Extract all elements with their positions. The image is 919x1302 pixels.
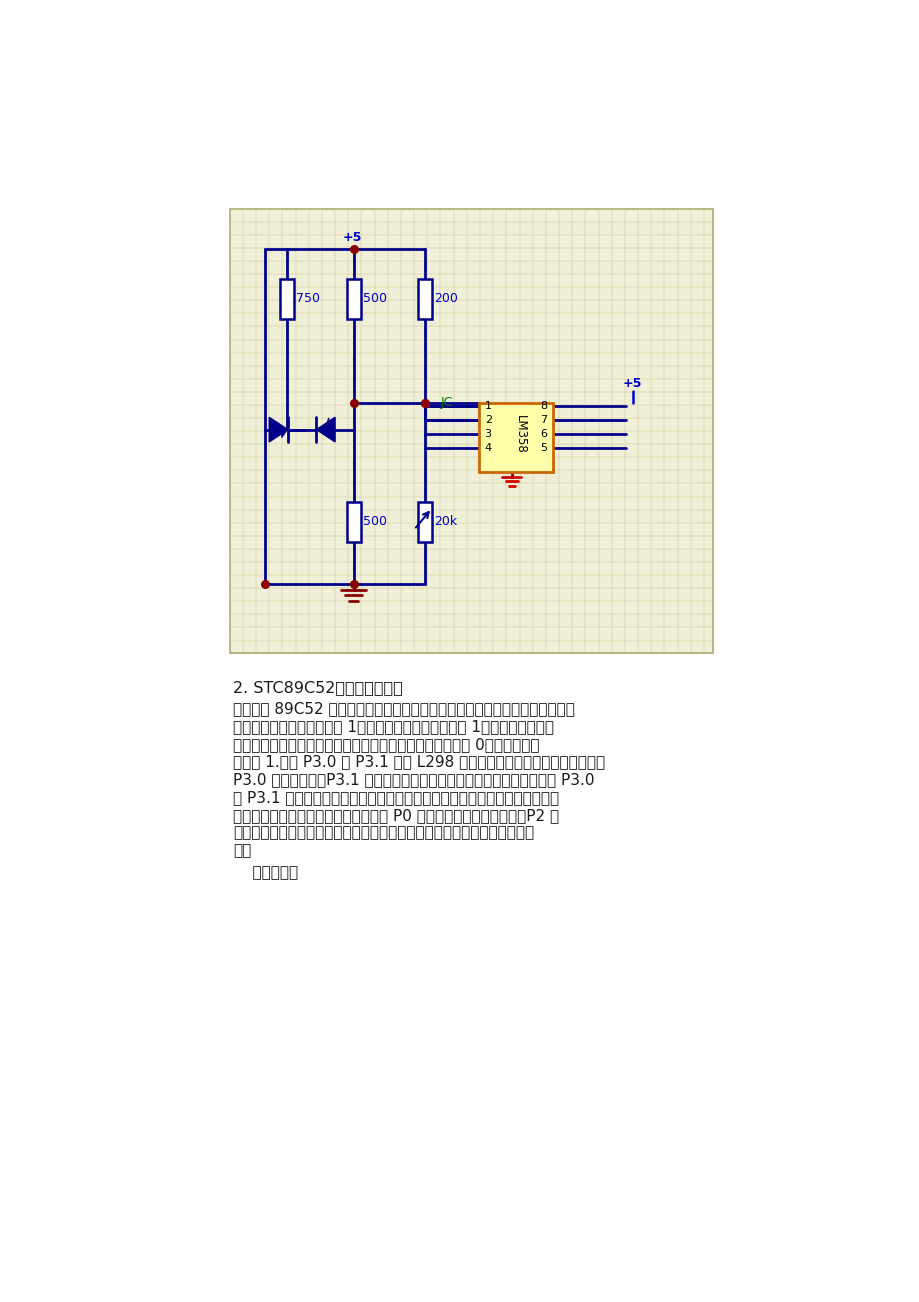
Bar (230, 208, 712, 652)
Bar (346, 279, 360, 319)
Text: 和 P3.1 都是低电平时，使电动机被短路，提高了刹车效率，基本杜绝了由于: 和 P3.1 都是低电平时，使电动机被短路，提高了刹车效率，基本杜绝了由于 (233, 790, 559, 805)
Polygon shape (316, 417, 335, 441)
Text: 500: 500 (363, 516, 387, 529)
Text: +5: +5 (622, 376, 641, 389)
Text: 200: 200 (434, 292, 458, 305)
Text: 1: 1 (484, 401, 491, 411)
Text: 此系统以 89C52 为核心，每检测到一个黑带由光电检测部分产生一个的脉冲，: 此系统以 89C52 为核心，每检测到一个黑带由光电检测部分产生一个的脉冲， (233, 702, 574, 716)
Text: +5: +5 (342, 230, 361, 243)
Text: 如图所示：: 如图所示： (233, 866, 298, 880)
Text: 5: 5 (539, 443, 547, 453)
Text: 20k: 20k (434, 516, 457, 529)
Text: LM358: LM358 (513, 415, 526, 454)
Text: 8: 8 (539, 401, 547, 411)
Text: 750: 750 (296, 292, 320, 305)
Text: 进行段码输出，其中一个数码管显示行驶时间，另外一个数码管显示行驶路: 进行段码输出，其中一个数码管显示行驶时间，另外一个数码管显示行驶路 (233, 825, 533, 840)
Text: 3: 3 (484, 430, 491, 439)
Text: 2: 2 (484, 415, 492, 426)
Text: P3.0 输出低电平，P3.1 输出高电平时，电机正转，相反则电机反转，当 P3.0: P3.0 输出低电平，P3.1 输出高电平时，电机正转，相反则电机反转，当 P3… (233, 772, 594, 788)
Bar (346, 503, 360, 542)
Text: 程。: 程。 (233, 844, 251, 858)
Bar (417, 503, 432, 542)
Text: 6: 6 (539, 430, 547, 439)
Text: 2. STC89C52单片机基本系统: 2. STC89C52单片机基本系统 (233, 680, 403, 695)
Text: 7: 7 (539, 415, 547, 426)
Bar (279, 279, 294, 319)
Polygon shape (269, 417, 288, 441)
Text: 使单片机产生一个外部中断 1，定义检测黑带数的变量加 1，同时车轮每转一: 使单片机产生一个外部中断 1，定义检测黑带数的变量加 1，同时车轮每转一 (233, 719, 553, 734)
Text: 圈，霍尔元件输出一个脉冲，是安单片机产生一个外部中断 0，定义圈数的: 圈，霍尔元件输出一个脉冲，是安单片机产生一个外部中断 0，定义圈数的 (233, 737, 539, 751)
Text: 制动惯性造成的小车的前冲现象。通过 P0 口进行两个数码管的位选，P2 口: 制动惯性造成的小车的前冲现象。通过 P0 口进行两个数码管的位选，P2 口 (233, 807, 559, 823)
Text: 变量加 1.通过 P3.0 和 P3.1 控制 L298 来控制电机的正转与反转及刹车。当: 变量加 1.通过 P3.0 和 P3.1 控制 L298 来控制电机的正转与反转… (233, 755, 605, 769)
Text: JC: JC (440, 396, 452, 409)
Bar (417, 279, 432, 319)
Bar (479, 402, 552, 471)
Text: 500: 500 (363, 292, 387, 305)
Text: 4: 4 (484, 443, 492, 453)
